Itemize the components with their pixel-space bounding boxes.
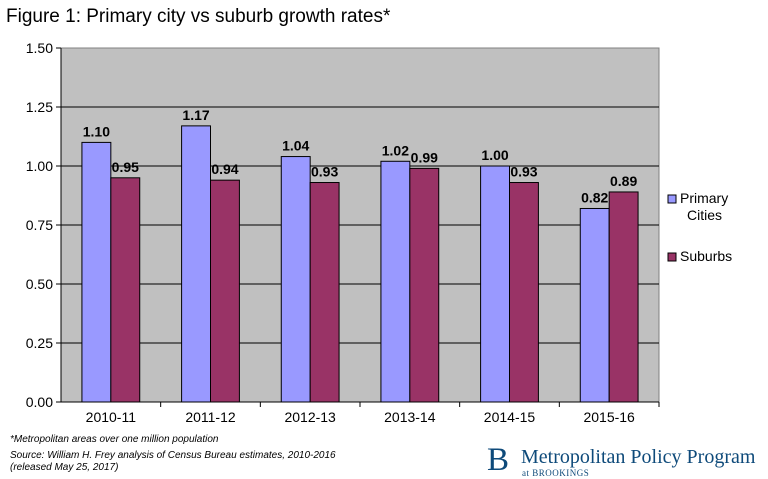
source-note: Source: William H. Frey analysis of Cens… — [10, 450, 336, 473]
data-label-primary-cities: 1.10 — [83, 123, 110, 139]
legend-label-primary-cities-line1: Primary — [680, 190, 728, 206]
bar-suburbs — [409, 167, 440, 403]
data-label-suburbs: 0.89 — [610, 173, 637, 189]
data-label-primary-cities: 0.82 — [581, 189, 608, 205]
y-tick-label: 0.25 — [26, 335, 53, 351]
bar-chart: 0.00 0.25 0.50 0.75 1.00 1.25 1.50 1.10 0.95 2010… — [26, 40, 732, 425]
x-tick-label: 2010-11 — [86, 409, 137, 425]
bar-primary-cities — [480, 165, 511, 403]
data-label-primary-cities: 1.02 — [382, 142, 409, 158]
data-label-suburbs: 0.94 — [211, 161, 238, 177]
data-label-primary-cities: 1.04 — [282, 138, 309, 154]
x-tick-label: 2011-12 — [185, 409, 236, 425]
bar-primary-cities — [280, 156, 311, 403]
y-tick-label: 1.00 — [26, 158, 53, 174]
y-tick-label: 1.25 — [26, 99, 53, 115]
y-tick-label: 0.00 — [26, 394, 53, 410]
legend-label-suburbs: Suburbs — [680, 248, 732, 264]
chart-title: Figure 1: Primary city vs suburb growth … — [6, 6, 391, 27]
x-tick-label: 2014-15 — [484, 409, 536, 425]
bar-suburbs — [608, 191, 639, 403]
legend-swatch-suburbs — [667, 252, 677, 262]
legend-swatch-primary-cities — [667, 194, 677, 204]
data-label-primary-cities: 1.17 — [182, 107, 209, 123]
legend: Primary Cities Suburbs — [667, 190, 732, 264]
bar-suburbs — [309, 182, 340, 403]
x-tick-label: 2012-13 — [284, 409, 336, 425]
data-label-suburbs: 0.99 — [411, 149, 438, 165]
x-tick-label: 2015-16 — [583, 409, 635, 425]
data-label-suburbs: 0.93 — [510, 164, 537, 180]
bar-primary-cities — [181, 125, 211, 403]
brookings-logo: B Metropolitan Policy Program at BROOKIN… — [487, 442, 763, 479]
legend-label-primary-cities-line2: Cities — [687, 207, 722, 223]
y-tick-label: 1.50 — [26, 40, 53, 56]
data-label-suburbs: 0.95 — [112, 159, 139, 175]
data-label-suburbs: 0.93 — [311, 164, 338, 180]
bar-primary-cities — [81, 141, 112, 403]
footnote: *Metropolitan areas over one million pop… — [10, 434, 219, 445]
bar-suburbs — [509, 182, 539, 403]
x-tick-label: 2013-14 — [384, 409, 436, 425]
bar-primary-cities — [380, 160, 411, 403]
y-tick-label: 0.50 — [26, 276, 53, 292]
logo-letter: B — [487, 442, 510, 478]
bar-suburbs — [110, 177, 141, 403]
logo-name: Metropolitan Policy Program — [521, 446, 756, 468]
data-label-primary-cities: 1.00 — [481, 147, 508, 163]
y-tick-label: 0.75 — [26, 217, 53, 233]
bar-suburbs — [210, 179, 240, 403]
logo-subtitle: at BROOKINGS — [522, 468, 590, 478]
bar-primary-cities — [579, 207, 610, 403]
